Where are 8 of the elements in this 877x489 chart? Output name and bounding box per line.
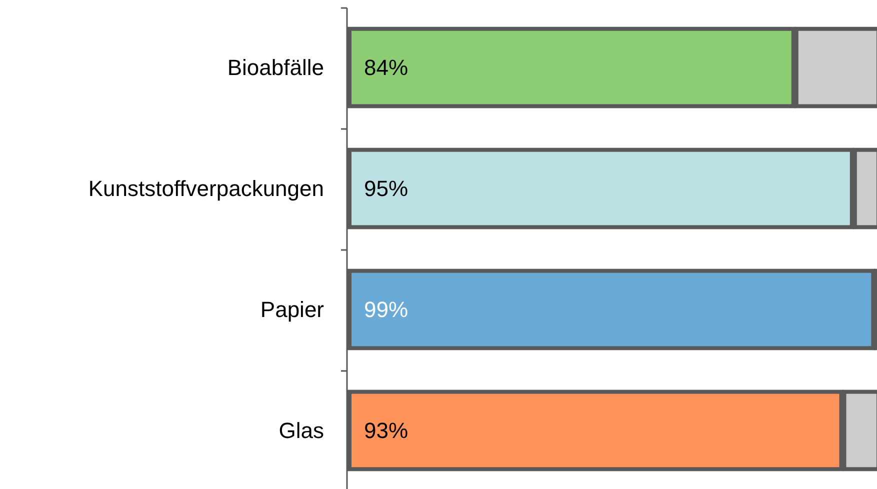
data-label: 95%: [364, 176, 408, 202]
data-label: 99%: [364, 297, 408, 322]
data-label: 93%: [364, 418, 408, 444]
y-tick-label: Bioabfälle: [227, 55, 324, 80]
y-tick-label: Glas: [278, 418, 324, 444]
y-tick-label: Kunststoffverpackungen: [88, 176, 324, 202]
data-label: 84%: [364, 55, 408, 80]
y-tick-label: Papier: [260, 297, 324, 322]
